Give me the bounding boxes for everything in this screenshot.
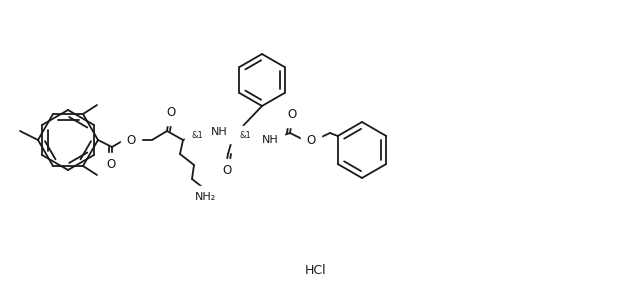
Text: O: O [126, 134, 136, 147]
Text: O: O [307, 134, 315, 147]
Text: HCl: HCl [305, 263, 327, 277]
Text: &1: &1 [191, 131, 203, 140]
Text: NH₂: NH₂ [195, 192, 216, 202]
Text: O: O [166, 106, 176, 119]
Text: &1: &1 [240, 131, 252, 140]
Text: O: O [288, 108, 296, 122]
Text: O: O [222, 164, 231, 178]
Text: NH: NH [262, 135, 279, 145]
Text: O: O [106, 159, 116, 172]
Text: NH: NH [211, 127, 228, 137]
